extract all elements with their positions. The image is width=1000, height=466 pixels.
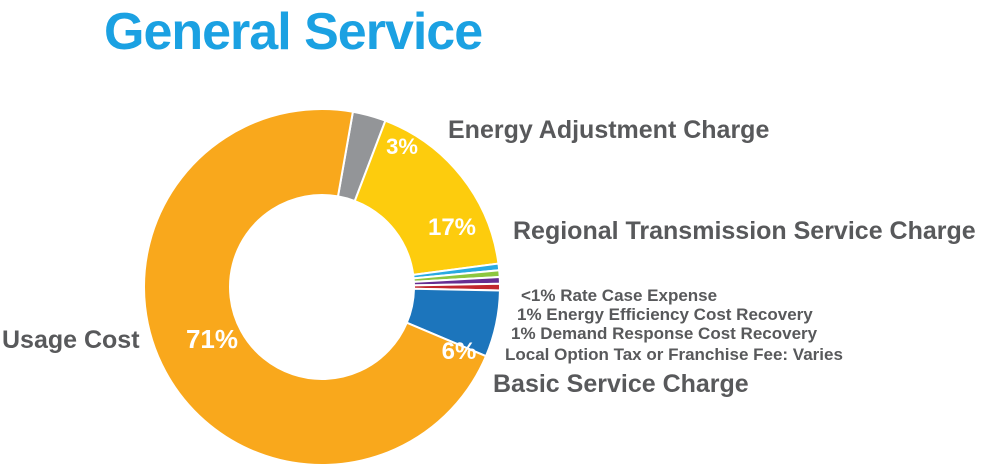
donut-hole <box>230 195 414 379</box>
category-label-usage-cost: Usage Cost <box>2 326 140 354</box>
percent-label-energy-adjustment-charge: 3% <box>386 134 418 159</box>
category-label-1-demand-response-cost-recovery: 1% Demand Response Cost Recovery <box>511 324 818 343</box>
percent-label-usage-cost: 71% <box>186 324 238 354</box>
category-label-1-energy-efficiency-cost-recovery: 1% Energy Efficiency Cost Recovery <box>517 305 813 324</box>
percent-labels: 3% 17% 6% 71% <box>186 134 476 365</box>
category-label-energy-adjustment-charge: Energy Adjustment Charge <box>448 116 769 144</box>
category-label-basic-service-charge: Basic Service Charge <box>493 370 749 398</box>
category-label-regional-transmission-service-charge: Regional Transmission Service Charge <box>513 217 976 245</box>
category-label-1-rate-case-expense: <1% Rate Case Expense <box>521 286 717 305</box>
percent-label-basic-service-charge: 6% <box>442 338 477 365</box>
category-label-local-option-tax-or-franchise-fee-varies: Local Option Tax or Franchise Fee: Varie… <box>505 345 843 364</box>
chart-title: General Service <box>104 3 483 61</box>
percent-label-regional-transmission-service-charge: 17% <box>428 214 476 241</box>
category-labels: Energy Adjustment Charge Regional Transmi… <box>2 116 976 398</box>
